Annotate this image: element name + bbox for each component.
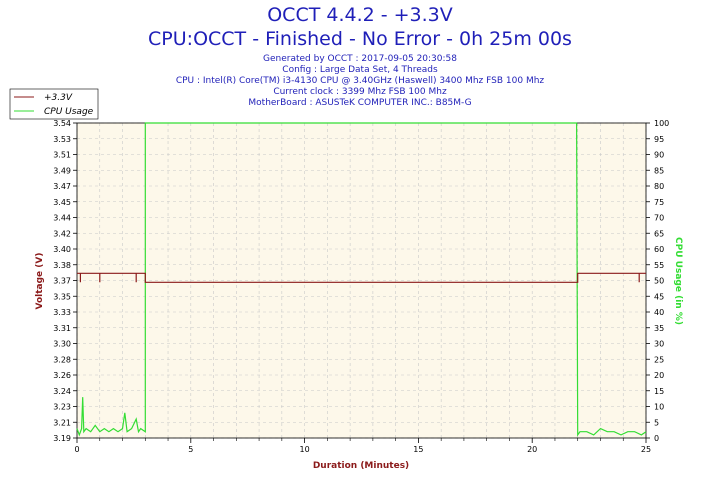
x-tick-label: 0	[74, 445, 79, 454]
info-cpu: CPU : Intel(R) Core(TM) i3-4130 CPU @ 3.…	[175, 76, 545, 86]
y2-tick-label: 60	[654, 245, 664, 254]
y2-tick-label: 75	[654, 198, 664, 207]
info-motherboard: MotherBoard : ASUSTeK COMPUTER INC.: B85…	[248, 98, 472, 108]
y2-tick-label: 10	[654, 403, 664, 412]
y2-tick-label: 40	[654, 308, 664, 317]
y-tick-label: 3.26	[53, 371, 71, 380]
x-tick-label: 25	[641, 445, 651, 454]
y-tick-label: 3.40	[53, 245, 71, 254]
y-tick-label: 3.51	[53, 151, 71, 160]
y-tick-label: 3.31	[53, 324, 71, 333]
y-tick-label: 3.30	[53, 340, 71, 349]
series-line-voltage	[77, 272, 646, 283]
y2-tick-label: 90	[654, 151, 664, 160]
x-axis-label: Duration (Minutes)	[313, 461, 409, 471]
chart-title: OCCT 4.4.2 - +3.3V	[267, 4, 453, 26]
y2-tick-label: 55	[654, 261, 664, 270]
y2-tick-label: 5	[654, 418, 659, 427]
legend-label-voltage: +3.3V	[44, 93, 73, 103]
y2-tick-label: 45	[654, 292, 664, 301]
y2-tick-label: 0	[654, 434, 659, 443]
y2-tick-label: 85	[654, 166, 664, 175]
y2-tick-label: 25	[654, 355, 664, 364]
y-tick-label: 3.42	[53, 229, 71, 238]
y-tick-label: 3.38	[53, 261, 71, 270]
y2-tick-label: 20	[654, 371, 664, 380]
info-generated: Generated by OCCT : 2017-09-05 20:30:58	[263, 54, 457, 64]
y-tick-label: 3.33	[53, 308, 71, 317]
y2-tick-label: 80	[654, 182, 664, 191]
x-tick-label: 5	[188, 445, 193, 454]
y-tick-label: 3.54	[53, 119, 71, 128]
legend-label-cpu-usage: CPU Usage	[44, 107, 94, 117]
y-tick-label: 3.28	[53, 355, 71, 364]
y2-axis-label: CPU Usage (in %)	[673, 237, 683, 325]
x-tick-label: 10	[300, 445, 310, 454]
y2-tick-label: 100	[654, 119, 669, 128]
y2-tick-label: 50	[654, 277, 664, 286]
series-line-cpu-usage	[76, 122, 647, 437]
y-tick-label: 3.19	[53, 434, 71, 443]
x-tick-label: 15	[413, 445, 423, 454]
legend-box	[9, 88, 99, 120]
y-tick-label: 3.53	[53, 135, 71, 144]
y-tick-label: 3.44	[53, 214, 71, 223]
y-tick-label: 3.49	[53, 166, 71, 175]
chart-subtitle: CPU:OCCT - Finished - No Error - 0h 25m …	[148, 28, 572, 50]
y2-tick-label: 70	[654, 214, 664, 223]
y-tick-label: 3.24	[53, 387, 71, 396]
info-clock: Current clock : 3399 Mhz FSB 100 Mhz	[273, 87, 447, 97]
y2-tick-label: 65	[654, 229, 664, 238]
legend: +3.3V CPU Usage	[9, 88, 99, 120]
y-axis-label: Voltage (V)	[35, 253, 45, 310]
y-tick-label: 3.47	[53, 182, 71, 191]
y-tick-label: 3.37	[53, 277, 71, 286]
x-tick-label: 20	[527, 445, 537, 454]
info-config: Config : Large Data Set, 4 Threads	[282, 65, 438, 75]
y-tick-label: 3.45	[53, 198, 71, 207]
y2-tick-label: 30	[654, 340, 664, 349]
y-tick-label: 3.35	[53, 292, 71, 301]
y2-tick-label: 35	[654, 324, 664, 333]
y2-tick-label: 15	[654, 387, 664, 396]
y-tick-label: 3.21	[53, 418, 71, 427]
y-tick-label: 3.23	[53, 403, 71, 412]
y2-tick-label: 95	[654, 135, 664, 144]
